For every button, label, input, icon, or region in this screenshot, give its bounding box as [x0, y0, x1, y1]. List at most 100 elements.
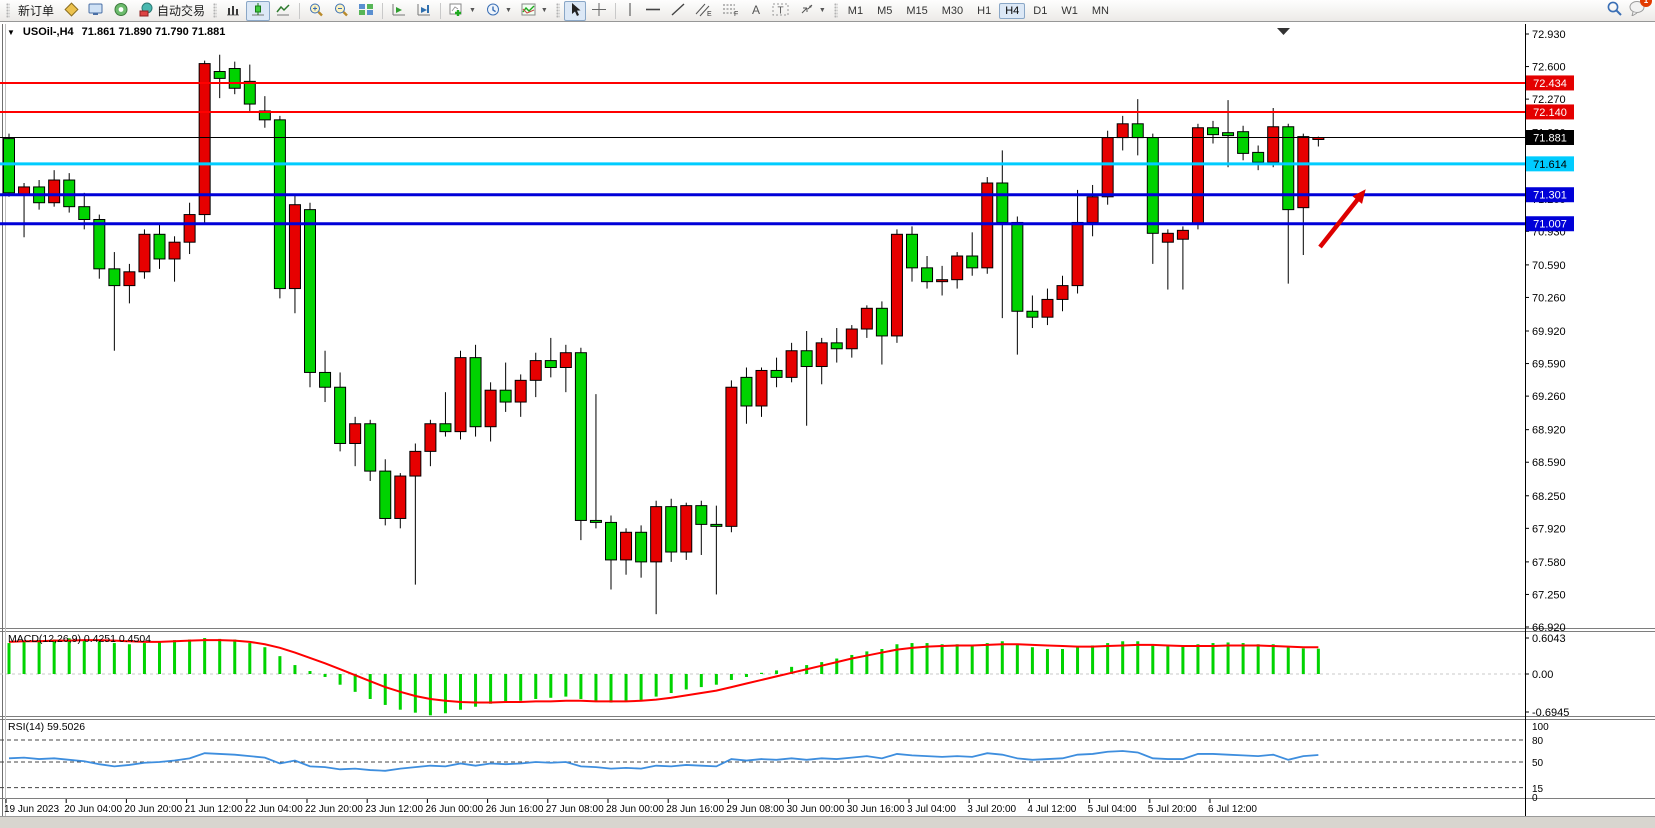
text-tool[interactable]: A — [745, 1, 767, 21]
timeframe-button-mn[interactable]: MN — [1091, 4, 1109, 17]
candle-body — [875, 307, 888, 337]
candle-body — [605, 521, 617, 561]
text-label-tool[interactable]: T — [768, 1, 794, 21]
macd-histogram-bar — [1211, 643, 1215, 674]
time-tick-label: 3 Jul 20:00 — [967, 804, 1016, 815]
macd-histogram-bar — [489, 674, 493, 704]
price-badge — [1526, 130, 1574, 146]
toolbar-grip[interactable] — [555, 3, 560, 18]
timeframe-button-h4[interactable]: H4 — [999, 2, 1026, 19]
timeframe-button-m5[interactable]: M5 — [877, 4, 893, 17]
candle-body — [108, 268, 121, 287]
dropdown-arrow-icon[interactable]: ▼ — [540, 7, 548, 14]
candle-body — [845, 328, 858, 350]
svg-text:T: T — [777, 5, 783, 16]
clock-icon — [485, 2, 501, 20]
zoom-in-button[interactable] — [304, 1, 328, 21]
vertical-line-icon — [624, 2, 636, 20]
tile-windows-button[interactable] — [354, 1, 378, 21]
timeframe-button-d1[interactable]: D1 — [1033, 4, 1048, 17]
zoom-out-button[interactable] — [329, 1, 353, 21]
horizontal-line-tool[interactable] — [641, 1, 665, 21]
macd-axis-label: 0.6043 — [1532, 633, 1566, 645]
macd-histogram-bar — [1151, 644, 1155, 674]
dropdown-arrow-icon[interactable]: ▼ — [469, 7, 476, 14]
price-badge-label: 71.614 — [1533, 159, 1567, 171]
trendline-tool[interactable] — [666, 1, 690, 21]
candle-body — [123, 271, 136, 287]
market-watch-button[interactable] — [84, 1, 108, 21]
horizontal-line-icon — [645, 2, 661, 20]
search-icon[interactable] — [1606, 0, 1623, 21]
chat-button[interactable]: 1 — [1629, 0, 1652, 21]
channel-tool[interactable]: E — [691, 1, 717, 21]
toolbar-grip[interactable] — [833, 3, 838, 18]
timeframe-button-w1[interactable]: W1 — [1061, 4, 1078, 17]
new-chart-button[interactable]: ▼ — [445, 1, 480, 21]
arrange-chart-alt-icon — [416, 2, 432, 20]
time-tick-label: 22 Jun 04:00 — [245, 804, 303, 815]
cursor-tool-button[interactable] — [563, 0, 586, 21]
timeframe-button-h1[interactable]: H1 — [977, 4, 992, 17]
toolbar-separator — [614, 2, 616, 19]
rsi-axis-label: 15 — [1532, 784, 1544, 795]
dropdown-arrow-icon[interactable]: ▼ — [504, 7, 512, 14]
crosshair-tool-button[interactable] — [587, 1, 611, 21]
time-tick-label: 22 Jun 20:00 — [305, 804, 363, 815]
fibonacci-tool[interactable]: F — [718, 1, 744, 21]
dropdown-arrow-icon[interactable]: ▼ — [818, 7, 826, 14]
chart-shift-marker-icon[interactable] — [1277, 28, 1290, 35]
candle-body — [1161, 232, 1174, 243]
price-badge-label: 72.434 — [1533, 78, 1567, 90]
chart-symbol-period: USOil-,H4 — [22, 26, 74, 38]
candle-body — [213, 70, 226, 79]
candle-body — [574, 352, 587, 521]
indicators-button[interactable]: ▼ — [517, 1, 552, 21]
candle-body — [1207, 127, 1219, 136]
auto-trading-button[interactable]: 自动交易 — [134, 1, 209, 21]
price-tick-label: 72.270 — [1532, 94, 1566, 106]
timeframe-button-m1[interactable]: M1 — [847, 4, 864, 17]
bar-chart-mode-button[interactable] — [221, 1, 245, 21]
arrange-charts-alt-button[interactable] — [412, 1, 436, 21]
market-watch-monitor-icon — [88, 2, 104, 20]
arrange-chart-icon — [391, 2, 407, 20]
macd-histogram-bar — [865, 651, 869, 674]
new-order-button[interactable]: 新订单 — [14, 1, 58, 21]
vertical-line-tool[interactable] — [620, 1, 640, 21]
bar-chart-icon — [225, 2, 241, 20]
macd-histogram-bar — [729, 674, 733, 680]
toolbar-grip[interactable] — [213, 3, 218, 18]
macd-histogram-bar — [760, 672, 763, 674]
profiles-button[interactable]: ▼ — [481, 1, 516, 21]
candle-chart-mode-button[interactable] — [246, 0, 271, 21]
macd-histogram-bar — [7, 643, 11, 674]
profile-button[interactable] — [59, 1, 83, 21]
annotation-arrow[interactable] — [1318, 197, 1360, 249]
macd-histogram-bar — [579, 674, 583, 699]
arrange-charts-button[interactable] — [387, 1, 411, 21]
channel-icon: E — [695, 2, 713, 20]
data-feed-button[interactable] — [109, 1, 133, 21]
candle-body — [304, 209, 316, 373]
shapes-tool[interactable]: ▼ — [795, 1, 830, 21]
macd-axis-label: -0.6945 — [1532, 707, 1569, 719]
candle-body — [1131, 123, 1144, 139]
candle-body — [1282, 126, 1295, 211]
macd-histogram-bar — [504, 674, 508, 703]
macd-histogram-bar — [142, 643, 146, 674]
timeframe-button-m30[interactable]: M30 — [941, 4, 964, 17]
chart-dropdown-icon[interactable]: ▼ — [7, 27, 15, 37]
crosshair-icon — [591, 2, 607, 20]
macd-histogram-bar — [1316, 648, 1320, 674]
timeframe-group: M1 M5 M15 M30 H1 H4 D1 W1 MN — [842, 2, 1115, 19]
candle-body — [364, 423, 377, 472]
line-chart-mode-button[interactable] — [271, 1, 295, 21]
toolbar-grip[interactable] — [6, 3, 10, 18]
timeframe-button-m15[interactable]: M15 — [906, 4, 928, 17]
candle-body — [725, 386, 738, 527]
macd-histogram-bar — [1196, 644, 1200, 674]
price-tick-label: 67.250 — [1532, 589, 1566, 601]
time-tick-label: 28 Jun 00:00 — [606, 804, 664, 815]
